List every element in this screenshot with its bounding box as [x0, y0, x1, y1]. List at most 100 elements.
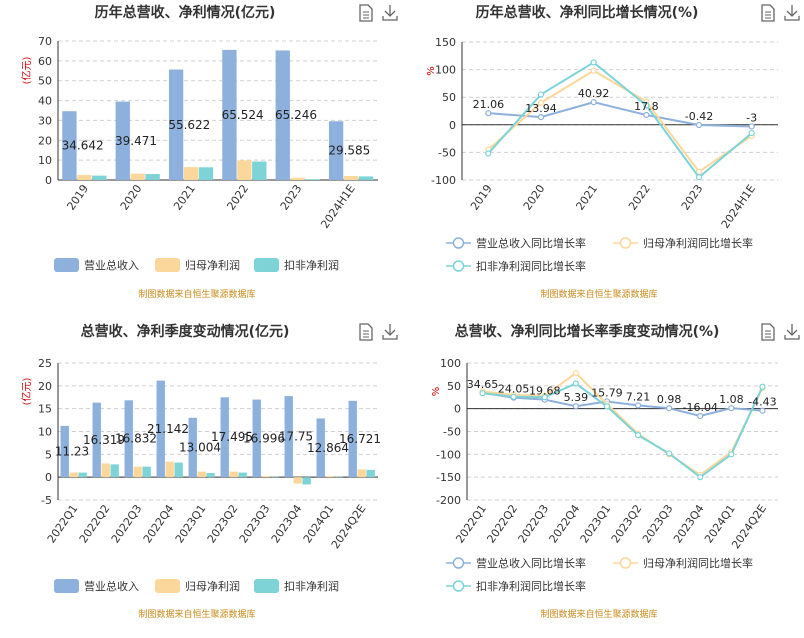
data-point — [603, 403, 611, 410]
series-line — [482, 371, 764, 477]
data-label: 21.142 — [147, 422, 189, 436]
data-point — [748, 129, 755, 137]
legend-swatch — [254, 579, 279, 593]
data-point — [666, 450, 673, 457]
bar — [290, 177, 305, 180]
data-label: 65.524 — [222, 108, 264, 122]
data-view-icon[interactable] — [358, 4, 374, 22]
bar — [130, 173, 145, 180]
chart-plot: % -100 -50 0 50 100 150 2019 2020 2021 2022 2023 202… — [426, 36, 778, 273]
data-view-icon[interactable] — [358, 323, 374, 341]
chart-title: 历年总营收、净利同比增长情况(%) — [475, 5, 699, 21]
y-axis-unit-label: (亿元) — [20, 57, 33, 85]
bar — [284, 396, 293, 478]
download-icon[interactable] — [784, 4, 800, 22]
legend-swatch — [155, 579, 180, 593]
bar — [101, 463, 110, 478]
y-tick-label: -150 — [436, 471, 461, 484]
x-tick-label: 2023Q4 — [269, 502, 305, 545]
x-tick-label: 2022Q2 — [77, 502, 113, 545]
legend-swatch — [155, 258, 180, 272]
data-label: 5.39 — [564, 391, 589, 404]
data-point — [695, 174, 703, 181]
data-label: -16.04 — [683, 401, 718, 414]
data-label: 24.05 — [498, 383, 530, 396]
bar — [197, 471, 206, 478]
bar — [252, 161, 267, 180]
bar — [115, 101, 130, 180]
data-label: 1.08 — [719, 393, 744, 406]
bar — [238, 472, 247, 478]
legend-marker — [619, 557, 632, 569]
x-tick-label: 2022 — [224, 182, 251, 212]
legend-label: 营业总收入 — [84, 258, 139, 272]
data-label: 7.21 — [626, 390, 651, 403]
y-tick-label: 150 — [435, 36, 456, 49]
legend-label: 归母净利润同比增长率 — [643, 556, 753, 570]
bar — [198, 167, 214, 180]
bar — [124, 400, 133, 478]
x-tick-label: 2022Q4 — [547, 502, 583, 545]
data-point — [728, 405, 735, 412]
data-point — [634, 432, 642, 439]
data-point — [479, 390, 486, 397]
bar — [237, 160, 252, 180]
x-tick-label: 2019 — [468, 182, 495, 212]
data-label: 12.864 — [307, 441, 349, 455]
data-point — [697, 474, 704, 481]
data-label: 0.98 — [657, 393, 682, 406]
y-tick-label: 50 — [38, 75, 52, 88]
download-icon[interactable] — [382, 4, 398, 22]
bar — [206, 473, 215, 478]
data-label: 16.319 — [83, 433, 125, 447]
legend-label: 扣非净利润同比增长率 — [476, 579, 586, 593]
data-point — [590, 59, 597, 66]
data-source-note: 制图数据来自恒生聚源数据库 — [540, 610, 658, 620]
y-tick-label: 5 — [45, 448, 52, 461]
legend-marker — [452, 557, 465, 569]
y-tick-label: 10 — [38, 154, 52, 167]
bar — [348, 400, 357, 478]
y-tick-label: 100 — [440, 357, 461, 370]
data-point — [666, 405, 673, 412]
bar — [110, 464, 119, 478]
y-tick-label: 30 — [38, 114, 52, 127]
data-label: 16.721 — [339, 432, 381, 446]
y-axis-unit-label: % — [431, 387, 442, 397]
x-tick-label: 2022Q1 — [453, 502, 489, 545]
data-point — [590, 67, 597, 74]
data-label: 17.8 — [634, 100, 659, 113]
chart-plot: (亿元) 0 10 20 30 40 50 60 70 2019 2020 2021 2022 2023 2… — [20, 35, 378, 272]
bar — [366, 469, 375, 478]
download-icon[interactable] — [382, 323, 398, 341]
bar — [305, 179, 320, 180]
bar — [156, 380, 165, 478]
data-view-icon[interactable] — [760, 323, 776, 341]
legend-swatch — [254, 258, 279, 272]
x-tick-label: 2023 — [679, 182, 706, 212]
y-tick-label: 70 — [38, 35, 52, 48]
data-point — [572, 380, 579, 387]
data-label: -0.42 — [685, 110, 713, 123]
bar — [133, 466, 142, 478]
legend-swatch — [54, 579, 79, 593]
bar — [62, 111, 77, 180]
y-tick-label: 15 — [38, 403, 52, 416]
bar — [92, 402, 101, 478]
x-tick-label: 2020 — [521, 182, 548, 212]
data-label: 16.832 — [115, 432, 157, 446]
legend-label: 扣非净利润 — [284, 258, 339, 272]
legend-label: 营业总收入 — [84, 579, 139, 593]
data-view-icon[interactable] — [760, 4, 776, 22]
bar — [302, 477, 311, 485]
data-label: 17.495 — [211, 430, 253, 444]
data-source-note: 制图数据来自恒生聚源数据库 — [540, 290, 658, 300]
data-label: 13.004 — [179, 440, 221, 454]
legend-label: 扣非净利润 — [284, 579, 339, 593]
download-icon[interactable] — [784, 323, 800, 341]
x-tick-label: 2023Q3 — [237, 502, 273, 545]
bar — [60, 425, 69, 478]
bar — [275, 50, 290, 180]
data-label: 19.68 — [529, 385, 561, 398]
y-axis-unit-label: % — [426, 66, 437, 76]
